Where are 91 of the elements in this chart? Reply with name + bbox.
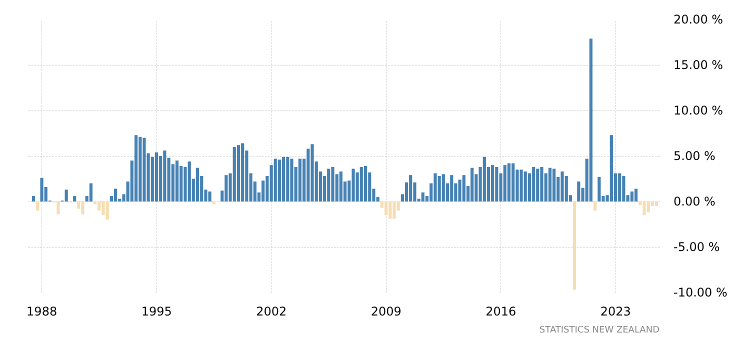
bar xyxy=(138,136,142,202)
bar xyxy=(310,144,314,202)
bar xyxy=(155,152,158,202)
bar xyxy=(482,156,486,202)
x-tick-label: 2016 xyxy=(486,304,516,318)
bar xyxy=(175,160,179,202)
bar xyxy=(331,166,334,202)
bar xyxy=(40,178,44,202)
bar xyxy=(442,174,445,202)
y-tick-label: -10.00 % xyxy=(674,286,728,300)
bar xyxy=(598,176,601,202)
bar xyxy=(512,163,515,202)
bar xyxy=(630,191,634,202)
bar xyxy=(536,168,540,202)
bar xyxy=(552,168,556,202)
bar xyxy=(134,135,138,202)
bar xyxy=(610,135,613,202)
bar xyxy=(470,168,474,202)
x-tick-label: 2002 xyxy=(256,304,287,318)
bar xyxy=(339,171,342,202)
bar xyxy=(622,176,626,202)
bar xyxy=(188,161,191,202)
x-tick-label: 2009 xyxy=(370,304,402,318)
bar xyxy=(654,202,658,206)
bar xyxy=(524,171,527,202)
bar xyxy=(421,192,424,202)
y-tick-label: 10.00 % xyxy=(674,104,724,118)
bar xyxy=(274,158,277,202)
bar xyxy=(434,173,437,202)
bar xyxy=(520,170,523,202)
bar xyxy=(163,150,166,202)
bar xyxy=(232,146,236,202)
bar xyxy=(490,165,494,202)
bar xyxy=(98,202,101,211)
bar xyxy=(142,138,146,202)
bar xyxy=(208,191,212,202)
bar xyxy=(388,202,392,219)
bar xyxy=(298,158,302,202)
bar xyxy=(594,202,597,211)
bar xyxy=(548,168,552,202)
bar xyxy=(102,202,105,216)
bar xyxy=(462,175,466,202)
bar xyxy=(572,202,576,290)
bar xyxy=(646,202,650,212)
bar xyxy=(290,158,294,202)
bar xyxy=(392,202,396,219)
text: STATISTICS NEW ZEALAND xyxy=(539,326,660,336)
bar xyxy=(450,175,454,202)
x-tick-label: 1995 xyxy=(141,304,172,318)
bar xyxy=(495,166,498,202)
bar xyxy=(589,38,592,202)
bar xyxy=(634,188,638,202)
y-tick-label: 0.00 % xyxy=(674,194,716,208)
bar xyxy=(32,196,36,202)
bar xyxy=(224,175,228,202)
bar xyxy=(642,202,646,216)
bar xyxy=(577,181,580,202)
bar xyxy=(64,190,68,202)
bar xyxy=(236,145,240,202)
y-tick-label: 20.00 % xyxy=(674,12,724,26)
bar xyxy=(114,188,118,202)
bar xyxy=(196,168,200,202)
bar xyxy=(560,171,564,202)
bar xyxy=(56,202,60,214)
bar xyxy=(409,175,412,202)
bar xyxy=(241,143,244,202)
bar xyxy=(36,202,40,211)
bar xyxy=(618,173,622,202)
bar xyxy=(532,166,536,202)
bar xyxy=(507,163,511,202)
y-tick-label: 5.00 % xyxy=(674,149,716,163)
bar xyxy=(352,168,355,202)
bar xyxy=(89,183,93,202)
bar xyxy=(286,156,290,202)
bar xyxy=(540,166,544,202)
bar xyxy=(81,202,84,214)
x-tick-label: 1988 xyxy=(26,304,58,318)
bar xyxy=(503,165,506,202)
x-tick-label: 2023 xyxy=(600,304,631,318)
bar xyxy=(360,166,363,202)
bar xyxy=(278,160,281,202)
bar xyxy=(282,156,286,202)
bar xyxy=(384,202,388,216)
y-tick-label: 15.00 % xyxy=(674,58,724,72)
bar xyxy=(150,156,154,202)
bar xyxy=(327,168,330,202)
bar xyxy=(364,166,368,202)
bar xyxy=(73,196,76,202)
bar xyxy=(106,202,109,220)
bar xyxy=(438,176,441,202)
y-tick-label: -5.00 % xyxy=(674,240,720,254)
